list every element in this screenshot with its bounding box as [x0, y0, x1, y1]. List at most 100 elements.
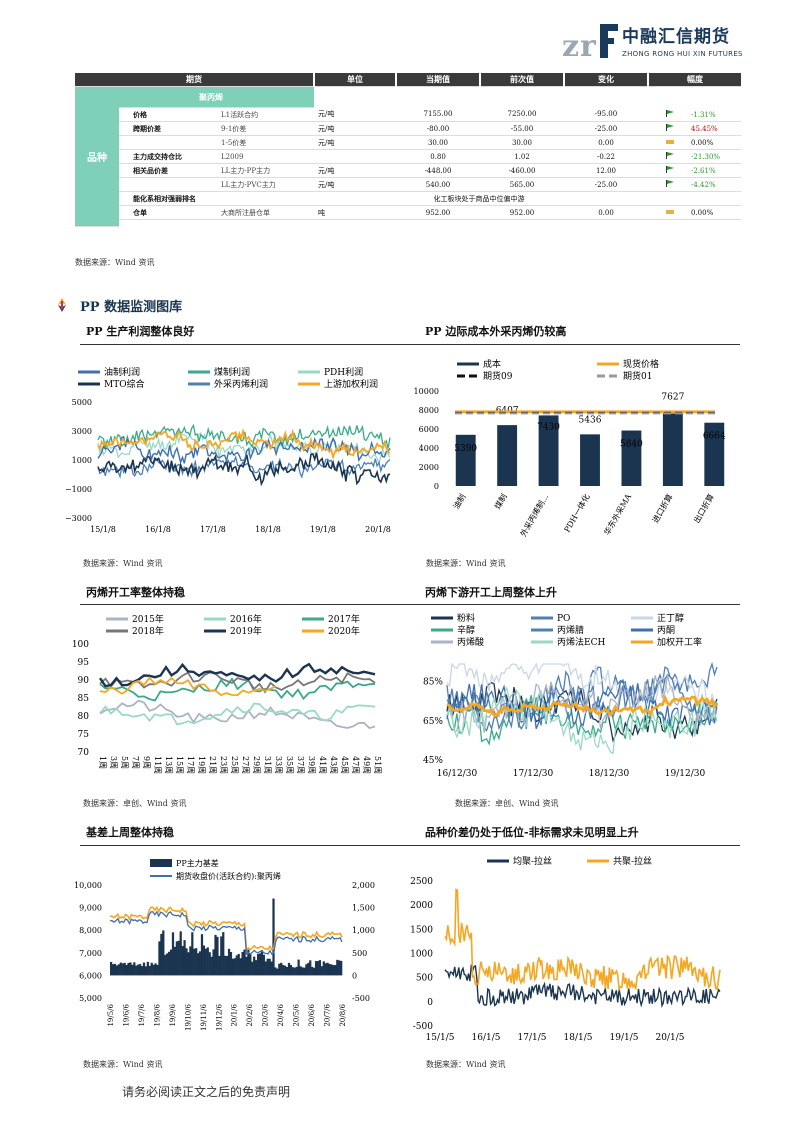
series-year-line	[99, 677, 376, 702]
basis-bar	[284, 965, 287, 976]
basis-bar	[129, 962, 132, 976]
table-row: LL主力-PVC主力 元/吨 540.00 565.00 -25.00 -4.42%	[75, 177, 741, 192]
basis-bar	[214, 934, 217, 976]
logo-en-text: ZHONG RONG HUI XIN FUTURES	[622, 50, 743, 58]
x-tick-label: 17/1/5	[518, 1033, 547, 1043]
row-change: -0.22	[564, 149, 648, 164]
row-pct-text: 0.00%	[691, 208, 714, 217]
section-title: PP 数据监测图库	[80, 300, 183, 315]
y-tick-label: 4000	[419, 444, 439, 453]
basis-bar	[255, 960, 258, 976]
basis-bar	[175, 941, 178, 976]
row-current: -448.00	[396, 163, 480, 178]
y-tick-right: 1,500	[352, 904, 375, 913]
series-homo-line	[444, 964, 721, 1008]
x-tick-label: 19/10/6	[184, 1003, 192, 1031]
row-previous: -55.00	[480, 121, 564, 136]
legend-label: 期货09	[483, 370, 513, 382]
spot-line	[109, 905, 343, 952]
x-tick-label: 49周	[362, 756, 371, 774]
row-item: 大商所注册仓单	[217, 205, 314, 220]
bar-data-label: 5436	[579, 415, 602, 425]
x-tick-label: 51周	[373, 756, 382, 774]
y-tick-label: 1000	[410, 950, 433, 960]
row-change: 0.00	[564, 205, 648, 220]
basis-bar	[264, 961, 267, 976]
series-downstream-line	[446, 695, 718, 746]
basis-bar	[171, 932, 175, 976]
x-tick-label: 1周	[98, 756, 107, 769]
row-current: 0.80	[396, 149, 480, 164]
basis-bar	[231, 958, 235, 976]
y-tick-label: 2500	[410, 877, 433, 887]
row-pct-text: -21.30%	[691, 153, 721, 161]
row-label: 相关品价差	[119, 163, 217, 178]
row-change: -25.00	[564, 177, 648, 192]
row-previous: 952.00	[480, 205, 564, 220]
basis-bar	[139, 964, 142, 976]
x-tick-label: 16/1/8	[145, 525, 171, 534]
rule-2	[80, 604, 740, 605]
sub-header-pp: 聚丙烯	[119, 86, 314, 108]
basis-bar	[206, 947, 209, 976]
basis-bar	[160, 933, 163, 976]
basis-bar	[197, 953, 200, 976]
basis-bar	[162, 930, 165, 976]
basis-bar	[131, 964, 134, 976]
basis-bar	[189, 946, 192, 976]
x-tick-label: 13周	[164, 756, 173, 774]
cost-bar	[621, 430, 642, 486]
basis-bar	[208, 952, 211, 976]
basis-bar	[278, 963, 281, 976]
x-tick-label: 43周	[329, 756, 338, 774]
y-tick-right: 500	[352, 949, 367, 958]
basis-bar	[324, 963, 327, 976]
table-row: 1-5价差 元/吨 30.00 30.00 0.00 0.00%	[75, 135, 741, 150]
row-pct-text: -1.31%	[691, 110, 716, 119]
legend-label: 2020年	[328, 625, 360, 637]
basis-bar	[313, 967, 316, 976]
basis-bar	[307, 962, 310, 976]
row-previous: 7250.00	[480, 107, 564, 122]
basis-bar	[258, 953, 262, 976]
y-tick-label: 100	[72, 640, 89, 650]
x-tick-label: 17/12/30	[513, 769, 554, 779]
chart1-title: PP 生产利润整体良好	[86, 325, 195, 338]
row-label: 主力成交持仓比	[119, 149, 217, 164]
disclaimer-footer: 请务必阅读正文之后的免责声明	[122, 1085, 291, 1099]
x-tick-label: 41周	[318, 756, 327, 774]
y-tick-label: 6000	[419, 425, 439, 434]
row-unit: 吨	[314, 205, 396, 220]
svg-text:r: r	[580, 29, 597, 64]
y-tick-label: −3000	[65, 514, 92, 523]
series-weighted-line	[97, 427, 391, 460]
cost-bar	[580, 434, 600, 486]
basis-bar	[198, 951, 202, 976]
section-bullet-icon	[58, 298, 66, 312]
futures-table: 期货 单位 当期值 前次值 变化 幅度 品种 聚丙烯 价格 L1活跃合约 元/吨 71…	[75, 73, 741, 227]
basis-bar	[233, 958, 236, 976]
basis-bar	[266, 958, 269, 976]
basis-bar	[253, 956, 256, 976]
legend-label: PDH利润	[324, 366, 363, 378]
row-pct: -4.42%	[648, 177, 741, 192]
basis-bar	[218, 955, 221, 976]
basis-bar	[179, 931, 182, 976]
legend-label: 均聚-拉丝	[513, 855, 552, 867]
x-tick-label: 19/5/6	[107, 1003, 115, 1026]
row-previous: 565.00	[480, 177, 564, 192]
row-unit	[314, 149, 396, 164]
series-year-line	[99, 676, 277, 697]
row-unit: 元/吨	[314, 135, 396, 150]
y-tick-label: 85%	[423, 678, 443, 688]
basis-bar	[320, 966, 323, 976]
x-tick-label: 18/1/5	[564, 1033, 593, 1043]
chart5-title: 基差上周整体持稳	[86, 826, 174, 839]
bar-data-label: 6664	[703, 432, 726, 442]
basis-bar	[135, 965, 138, 976]
basis-bar	[318, 960, 322, 976]
legend-swatch	[150, 859, 172, 867]
basis-bar	[338, 960, 341, 976]
legend-label: PP主力基差	[176, 858, 219, 868]
